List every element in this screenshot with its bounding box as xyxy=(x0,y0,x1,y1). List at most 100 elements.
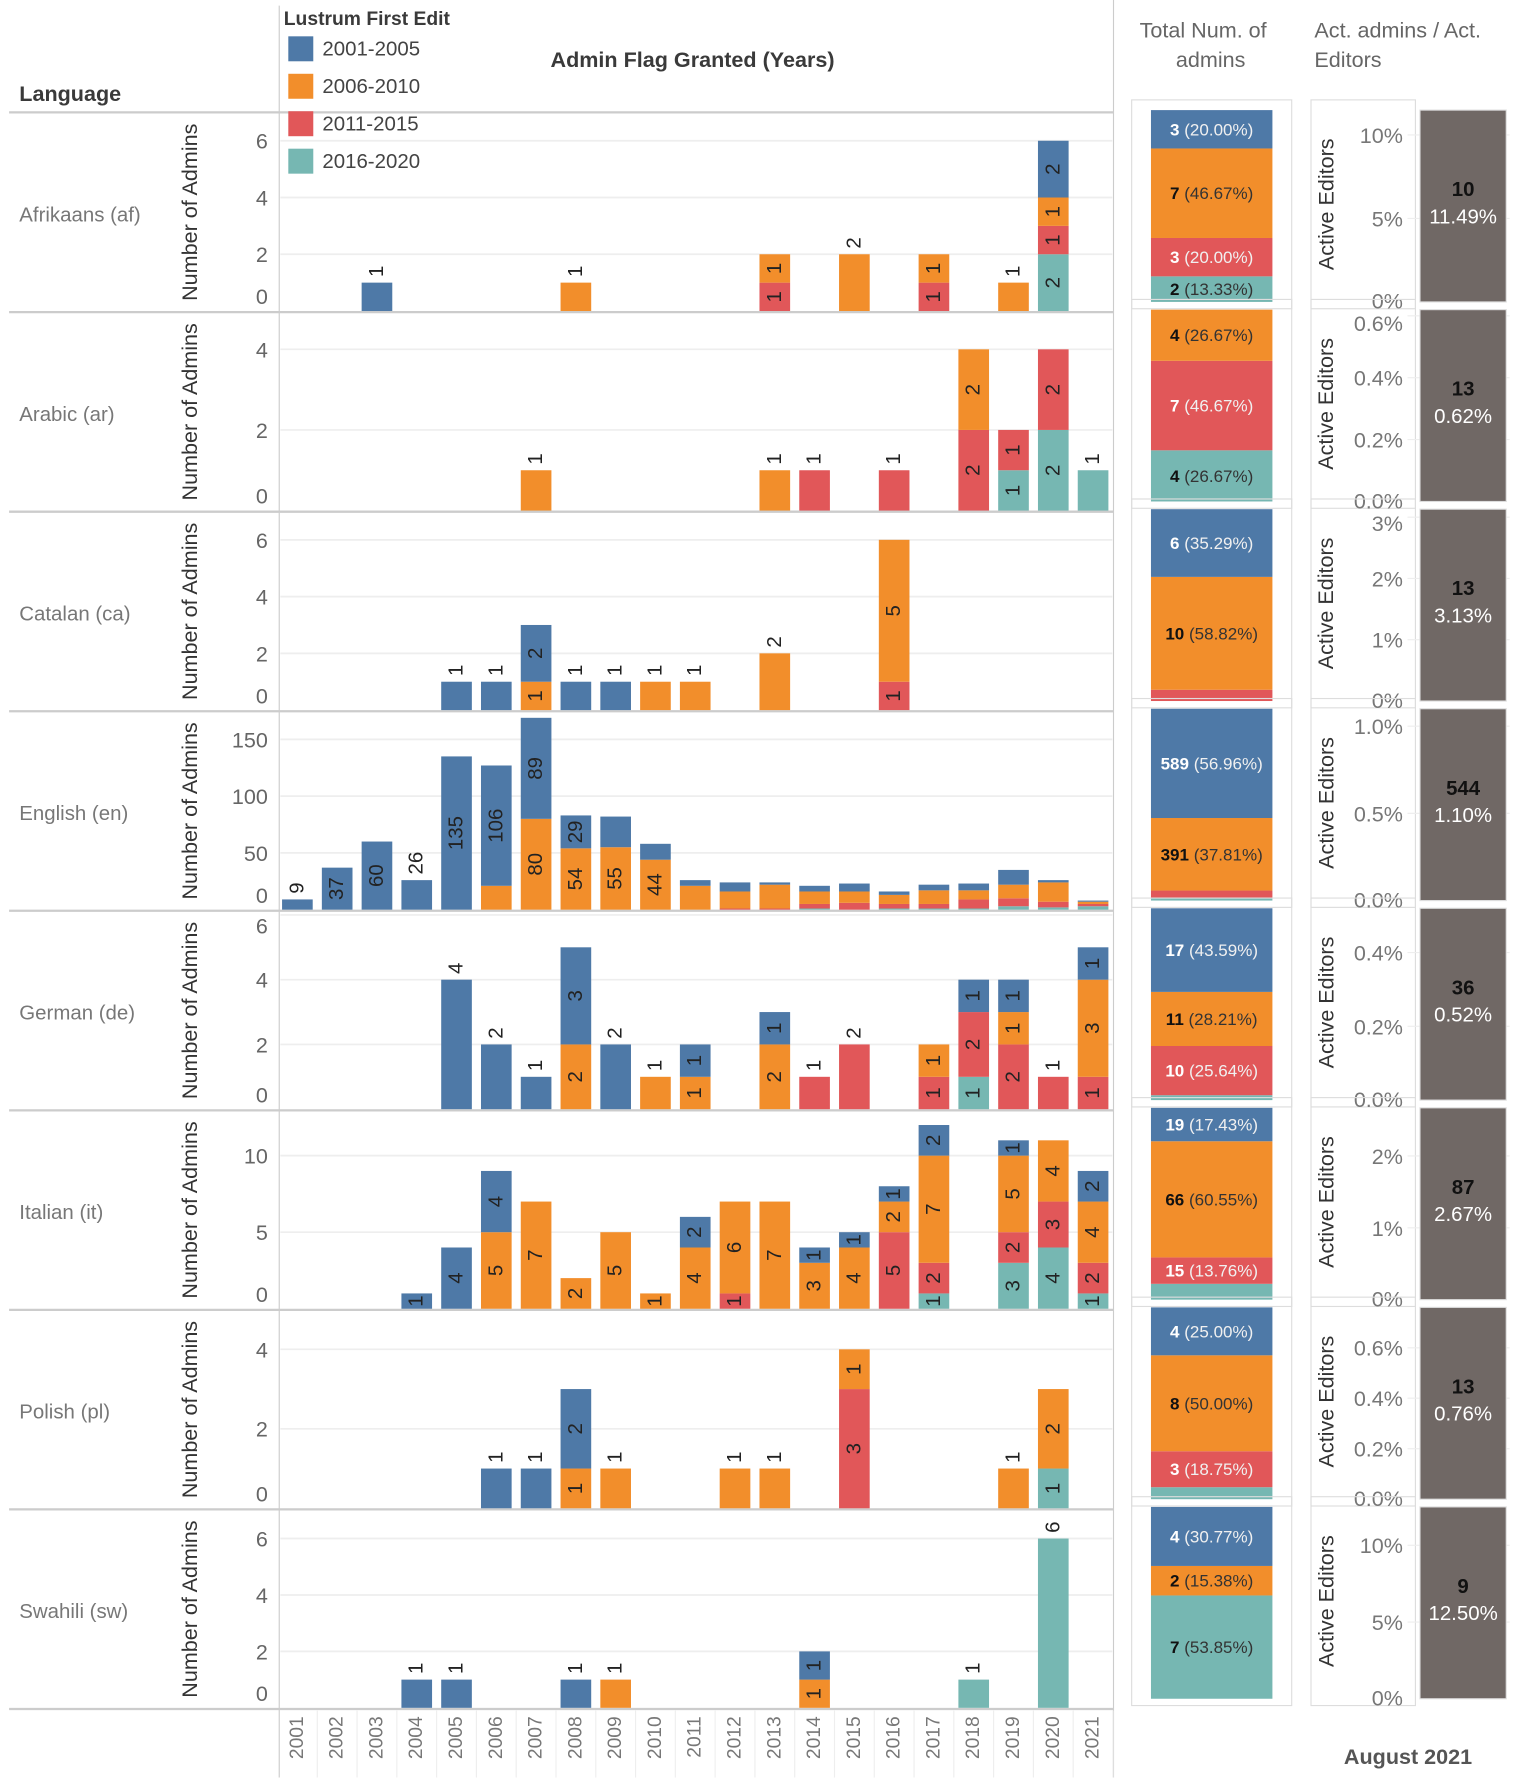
total-segment[interactable] xyxy=(1150,360,1273,451)
total-segment[interactable] xyxy=(1150,1565,1273,1596)
bar-segment[interactable] xyxy=(520,1076,552,1110)
total-segment[interactable] xyxy=(1150,818,1273,891)
bar-segment[interactable] xyxy=(958,429,990,511)
bar-segment[interactable] xyxy=(759,1468,791,1509)
bar-segment[interactable] xyxy=(441,756,472,910)
bar-segment[interactable] xyxy=(759,908,791,910)
bar-segment[interactable] xyxy=(520,1468,552,1509)
bar-segment[interactable] xyxy=(958,979,990,1013)
bar-segment[interactable] xyxy=(600,681,631,711)
bar-segment[interactable] xyxy=(719,882,751,892)
bar-segment[interactable] xyxy=(918,254,950,283)
bar-segment[interactable] xyxy=(441,1247,472,1309)
bar-segment[interactable] xyxy=(719,1201,751,1294)
total-segment[interactable] xyxy=(1150,1283,1273,1300)
bar-segment[interactable] xyxy=(998,884,1029,899)
total-segment[interactable] xyxy=(1150,1451,1273,1488)
bar-segment[interactable] xyxy=(998,1044,1029,1110)
total-segment[interactable] xyxy=(1150,450,1273,502)
bar-segment[interactable] xyxy=(799,1651,830,1680)
bar-segment[interactable] xyxy=(560,282,592,312)
bar-segment[interactable] xyxy=(878,1232,910,1309)
bar-segment[interactable] xyxy=(1037,1201,1069,1248)
total-segment[interactable] xyxy=(1150,890,1273,899)
total-segment[interactable] xyxy=(1150,509,1273,577)
bar-segment[interactable] xyxy=(759,282,791,312)
bar-segment[interactable] xyxy=(719,891,751,909)
bar-segment[interactable] xyxy=(600,1232,631,1309)
bar-segment[interactable] xyxy=(282,899,313,910)
bar-segment[interactable] xyxy=(441,1679,472,1708)
total-segment[interactable] xyxy=(1150,1141,1273,1258)
bar-segment[interactable] xyxy=(600,816,631,848)
bar-segment[interactable] xyxy=(1037,1247,1069,1309)
bar-segment[interactable] xyxy=(480,1170,512,1233)
bar-segment[interactable] xyxy=(1037,901,1069,908)
bar-segment[interactable] xyxy=(958,883,990,891)
bar-segment[interactable] xyxy=(679,880,711,886)
bar-segment[interactable] xyxy=(520,717,552,819)
bar-segment[interactable] xyxy=(958,1679,990,1708)
bar-segment[interactable] xyxy=(1077,1262,1109,1294)
bar-segment[interactable] xyxy=(480,1468,512,1509)
total-segment[interactable] xyxy=(1150,1595,1273,1699)
bar-segment[interactable] xyxy=(600,847,631,910)
total-segment[interactable] xyxy=(1150,991,1273,1047)
bar-segment[interactable] xyxy=(560,848,592,910)
bar-segment[interactable] xyxy=(918,282,950,312)
bar-segment[interactable] xyxy=(640,1076,671,1110)
bar-segment[interactable] xyxy=(998,1155,1029,1233)
bar-segment[interactable] xyxy=(1077,1076,1109,1110)
bar-segment[interactable] xyxy=(1077,901,1109,904)
bar-segment[interactable] xyxy=(679,885,711,910)
bar-segment[interactable] xyxy=(1037,254,1069,312)
bar-segment[interactable] xyxy=(520,818,552,910)
bar-segment[interactable] xyxy=(1037,1389,1069,1469)
bar-segment[interactable] xyxy=(839,1389,870,1509)
bar-segment[interactable] xyxy=(1077,900,1109,902)
bar-segment[interactable] xyxy=(998,906,1029,910)
bar-segment[interactable] xyxy=(480,885,512,910)
bar-segment[interactable] xyxy=(998,1140,1029,1156)
total-segment[interactable] xyxy=(1150,1506,1273,1566)
bar-segment[interactable] xyxy=(679,681,711,711)
bar-segment[interactable] xyxy=(480,681,512,711)
bar-segment[interactable] xyxy=(839,891,870,903)
bar-segment[interactable] xyxy=(679,1247,711,1309)
bar-segment[interactable] xyxy=(600,1044,631,1110)
bar-segment[interactable] xyxy=(918,1125,950,1156)
bar-segment[interactable] xyxy=(560,815,592,849)
bar-segment[interactable] xyxy=(1077,1170,1109,1202)
bar-segment[interactable] xyxy=(799,1076,830,1110)
bar-segment[interactable] xyxy=(640,843,671,860)
bar-segment[interactable] xyxy=(799,1262,830,1309)
bar-segment[interactable] xyxy=(759,882,791,885)
bar-segment[interactable] xyxy=(958,908,990,910)
bar-segment[interactable] xyxy=(958,890,990,900)
total-segment[interactable] xyxy=(1150,1307,1273,1356)
bar-segment[interactable] xyxy=(1037,1076,1069,1110)
bar-segment[interactable] xyxy=(1037,1538,1069,1708)
bar-segment[interactable] xyxy=(560,1389,592,1469)
bar-segment[interactable] xyxy=(918,1155,950,1263)
bar-segment[interactable] xyxy=(799,1247,830,1263)
bar-segment[interactable] xyxy=(719,1468,751,1509)
bar-segment[interactable] xyxy=(839,254,870,312)
total-segment[interactable] xyxy=(1150,1046,1273,1096)
bar-segment[interactable] xyxy=(361,282,393,312)
total-segment[interactable] xyxy=(1150,898,1273,901)
bar-segment[interactable] xyxy=(998,282,1029,312)
bar-segment[interactable] xyxy=(839,1044,870,1110)
total-segment[interactable] xyxy=(1150,1107,1273,1142)
bar-segment[interactable] xyxy=(321,867,353,910)
bar-segment[interactable] xyxy=(799,908,830,910)
bar-segment[interactable] xyxy=(600,1468,631,1509)
bar-segment[interactable] xyxy=(759,1201,791,1309)
bar-segment[interactable] xyxy=(998,869,1029,885)
bar-segment[interactable] xyxy=(799,470,830,511)
total-segment[interactable] xyxy=(1150,237,1273,277)
ratio-bar[interactable] xyxy=(1419,1306,1507,1500)
bar-segment[interactable] xyxy=(480,765,512,886)
total-segment[interactable] xyxy=(1150,110,1273,149)
bar-segment[interactable] xyxy=(560,681,592,711)
